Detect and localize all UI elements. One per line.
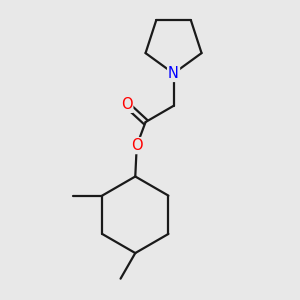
Text: O: O (131, 138, 142, 153)
Text: N: N (168, 66, 179, 81)
Text: O: O (121, 97, 132, 112)
